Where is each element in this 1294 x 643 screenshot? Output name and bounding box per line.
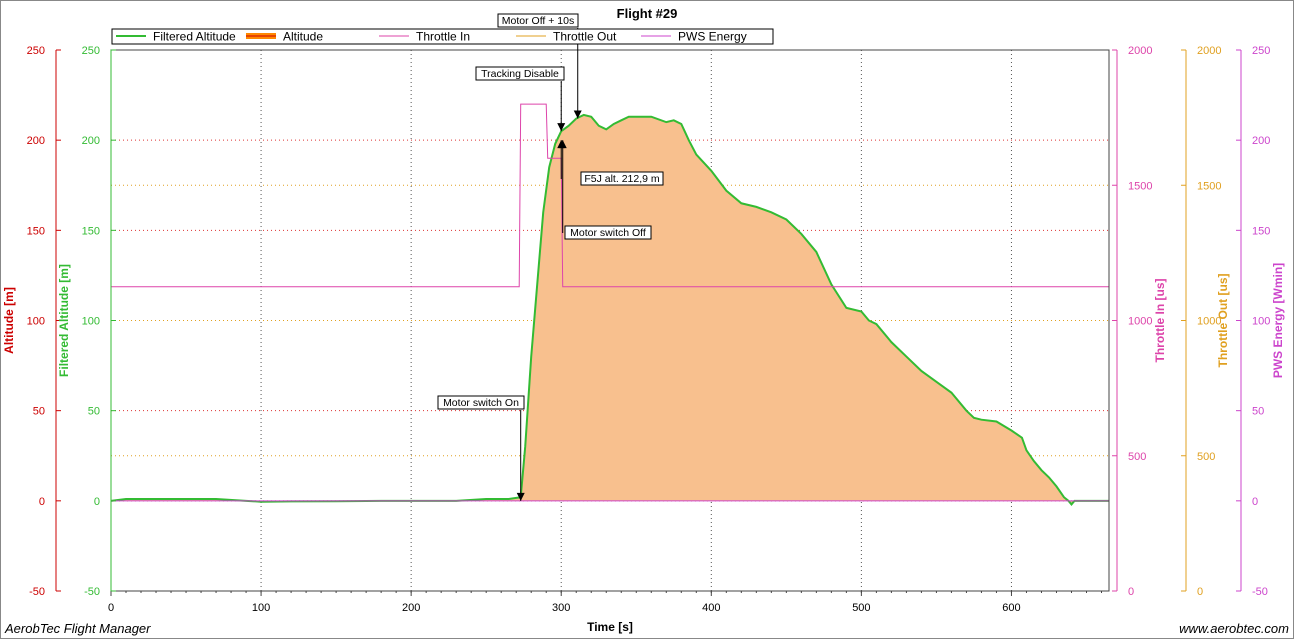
y-axis-label: Filtered Altitude [m] <box>57 264 71 377</box>
annotation-arrow <box>516 492 525 501</box>
area-filtered-altitude <box>111 114 1109 505</box>
annotation-label: F5J alt. 212,9 m <box>584 173 660 185</box>
y-tick-label: 1500 <box>1128 180 1152 192</box>
x-tick-label: 600 <box>1002 602 1020 614</box>
axis-throttle_in: 0 500 1000 1500 2000 Throttle In [us] <box>1112 45 1167 598</box>
chart-title: Flight #29 <box>617 6 678 21</box>
annotation-box <box>437 395 525 410</box>
annotation-box <box>497 13 579 28</box>
y-tick-label: -50 <box>1252 586 1268 598</box>
axis-throttle_out: 0 500 1000 1500 2000 Throttle Out [us] <box>1181 45 1230 598</box>
line-filtered-altitude <box>110 113 1109 507</box>
y-tick-label: 100 <box>82 316 100 328</box>
series-lines <box>110 103 1109 507</box>
y-tick-label: 200 <box>27 135 45 147</box>
annotation-arrow <box>557 123 566 132</box>
axis-filtered: -50 0 50 100 150 200 250 Filtered Altitude [m] <box>57 45 116 598</box>
legend-item: Throttle Out <box>516 30 617 44</box>
y-tick-label: 2000 <box>1197 45 1221 57</box>
legend-label: Throttle In <box>416 30 470 44</box>
y-tick-label: 50 <box>33 406 45 418</box>
y-axis-label: Altitude [m] <box>2 287 16 354</box>
y-tick-label: 250 <box>82 45 100 57</box>
annotation: F5J alt. 212,9 m <box>557 140 664 186</box>
legend-item: PWS Energy <box>641 30 747 44</box>
y-tick-label: 100 <box>27 316 45 328</box>
annotation-label: Tracking Disable <box>481 68 559 80</box>
y-tick-label: 250 <box>27 45 45 57</box>
y-tick-label: 200 <box>1252 135 1270 147</box>
annotation: Motor switch On <box>437 395 525 501</box>
x-tick-label: 400 <box>702 602 720 614</box>
altitude-fill <box>111 114 1109 505</box>
y-tick-label: 500 <box>1128 451 1146 463</box>
y-tick-label: 250 <box>1252 45 1270 57</box>
y-tick-label: 0 <box>1252 496 1258 508</box>
y-axis-label: Throttle Out [us] <box>1216 274 1230 368</box>
legend-box <box>111 28 774 45</box>
axis-pws: -50 0 50 100 150 200 250 PWS Energy [Wmin] <box>1236 45 1285 598</box>
annotation: Motor switch Off <box>558 140 652 240</box>
y-tick-label: 100 <box>1252 316 1270 328</box>
legend-label: Filtered Altitude <box>153 30 236 44</box>
y-tick-label: -50 <box>29 586 45 598</box>
axis-altitude: -50 0 50 100 150 200 250 Altitude [m] <box>2 45 61 598</box>
annotations: Motor switch On Tracking Disable Motor Off… <box>437 13 664 501</box>
y-tick-label: 1000 <box>1128 316 1152 328</box>
legend-item: Altitude <box>246 30 323 44</box>
legend-label: PWS Energy <box>678 30 747 44</box>
y-tick-label: 0 <box>1128 586 1134 598</box>
y-tick-label: 150 <box>1252 225 1270 237</box>
y-tick-label: 0 <box>1197 586 1203 598</box>
legend: Filtered Altitude Altitude Throttle In Thro… <box>111 28 774 45</box>
y-tick-label: 0 <box>94 496 100 508</box>
annotation-label: Motor switch On <box>443 397 519 409</box>
axes: 0 100 200 300 400 500 600-50050100150200250Alt… <box>2 45 1285 614</box>
annotation: Tracking Disable <box>475 66 566 132</box>
annotation-box <box>564 225 652 240</box>
x-axis-label: Time [s] <box>587 620 633 634</box>
legend-item: Filtered Altitude <box>116 30 236 44</box>
y-tick-label: 2000 <box>1128 45 1152 57</box>
x-tick-label: 500 <box>852 602 870 614</box>
legend-item: Throttle In <box>379 30 470 44</box>
annotation-box <box>580 171 664 186</box>
x-tick-label: 300 <box>552 602 570 614</box>
legend-label: Altitude <box>283 30 323 44</box>
legend-label: Throttle Out <box>553 30 617 44</box>
website-footer: www.aerobtec.com <box>1179 621 1289 636</box>
line-throttle-in <box>111 103 1109 288</box>
y-tick-label: 200 <box>82 135 100 147</box>
x-tick-label: 200 <box>402 602 420 614</box>
y-axis-label: Throttle In [us] <box>1153 279 1167 363</box>
y-tick-label: 150 <box>82 225 100 237</box>
y-tick-label: -50 <box>84 586 100 598</box>
annotation-arrow <box>558 140 567 149</box>
x-tick-label: 100 <box>252 602 270 614</box>
y-axis-label: PWS Energy [Wmin] <box>1271 263 1285 378</box>
y-tick-label: 1500 <box>1197 180 1221 192</box>
y-tick-label: 1000 <box>1197 316 1221 328</box>
y-tick-label: 50 <box>88 406 100 418</box>
y-tick-label: 50 <box>1252 406 1264 418</box>
annotation: Motor Off + 10s <box>497 13 582 119</box>
y-tick-label: 500 <box>1197 451 1215 463</box>
app-name-footer: AerobTec Flight Manager <box>5 621 151 636</box>
annotation-label: Motor Off + 10s <box>502 15 574 27</box>
annotation-box <box>475 66 565 81</box>
y-tick-label: 150 <box>27 225 45 237</box>
annotation-arrow <box>573 110 582 119</box>
y-tick-label: 0 <box>39 496 45 508</box>
x-tick-label: 0 <box>108 602 114 614</box>
annotation-label: Motor switch Off <box>570 227 646 239</box>
